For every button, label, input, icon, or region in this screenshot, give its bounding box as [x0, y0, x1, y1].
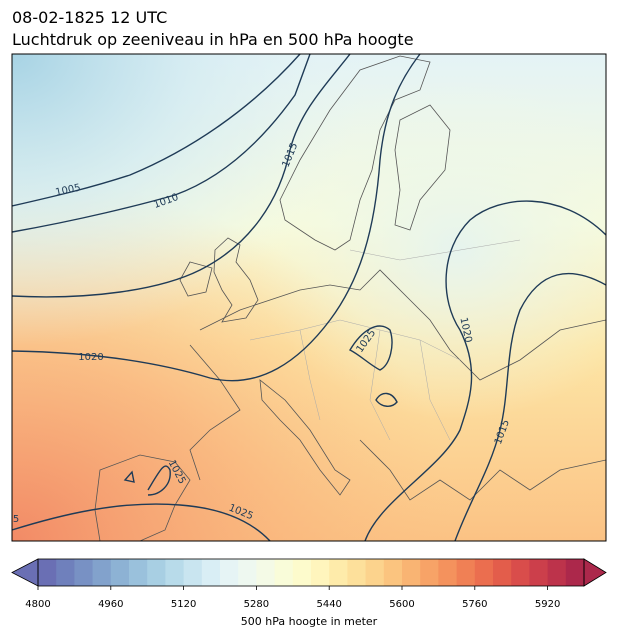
- colorbar-segment: [238, 559, 257, 586]
- colorbar-segment: [329, 559, 348, 586]
- colorbar-segment: [493, 559, 512, 586]
- colorbar-segment: [110, 559, 130, 586]
- title-date: 08-02-1825 12 UTC: [12, 8, 168, 27]
- colorbar-tick-label: 4960: [98, 599, 123, 610]
- colorbar-segment: [165, 559, 185, 586]
- contour-label: 1020: [457, 317, 473, 344]
- colorbar-segment: [456, 559, 476, 586]
- colorbar-extend-high: [583, 558, 607, 587]
- colorbar-label: 500 hPa hoogte in meter: [241, 615, 378, 628]
- colorbar-tick-label: 5440: [316, 599, 341, 610]
- colorbar-segment: [474, 559, 494, 586]
- colorbar-segment: [147, 559, 166, 586]
- colorbar-segment: [129, 559, 148, 586]
- colorbar-segment: [38, 559, 57, 586]
- colorbar-segment: [565, 559, 585, 586]
- title-description: Luchtdruk op zeeniveau in hPa en 500 hPa…: [12, 30, 414, 49]
- colorbar-segment: [547, 559, 567, 586]
- colorbar-segment: [402, 559, 421, 586]
- colorbar-frame: [37, 558, 585, 587]
- colorbar-tick-label: 5600: [389, 599, 414, 610]
- colorbar-segment: [438, 559, 458, 586]
- contour-label: 5: [13, 514, 19, 525]
- colorbar-tick-label: 5920: [535, 599, 560, 610]
- contour-label: 1005: [55, 182, 82, 198]
- colorbar-segment: [92, 559, 112, 586]
- colorbar-segment: [74, 559, 94, 586]
- colorbar-segment: [183, 559, 203, 586]
- colorbar-tick-label: 5120: [171, 599, 196, 610]
- colorbar-tick-label: 5280: [244, 599, 269, 610]
- contour-label: 1020: [78, 352, 103, 363]
- colorbar-segment: [383, 559, 403, 586]
- colorbar-segment: [420, 559, 439, 586]
- colorbar-tick-label: 5760: [462, 599, 487, 610]
- map-frame: [11, 53, 607, 542]
- colorbar-segment: [274, 559, 294, 586]
- colorbar: 4800 4960 5120 5280 5440 5600 5760 5920: [11, 558, 607, 610]
- map: 1005 1010 1015 1020 1025 1020 1015 1025 …: [12, 54, 606, 541]
- colorbar-tick-label: 4800: [25, 599, 50, 610]
- colorbar-segment: [220, 559, 239, 586]
- colorbar-segment: [347, 559, 367, 586]
- colorbar-segment: [511, 559, 530, 586]
- colorbar-segment: [256, 559, 276, 586]
- colorbar-segment: [201, 559, 221, 586]
- colorbar-extend-low: [11, 558, 39, 587]
- colorbar-segment: [529, 559, 549, 586]
- colorbar-segment: [311, 559, 330, 586]
- colorbar-segment: [365, 559, 385, 586]
- colorbar-segment: [292, 559, 312, 586]
- colorbar-segment: [56, 559, 75, 586]
